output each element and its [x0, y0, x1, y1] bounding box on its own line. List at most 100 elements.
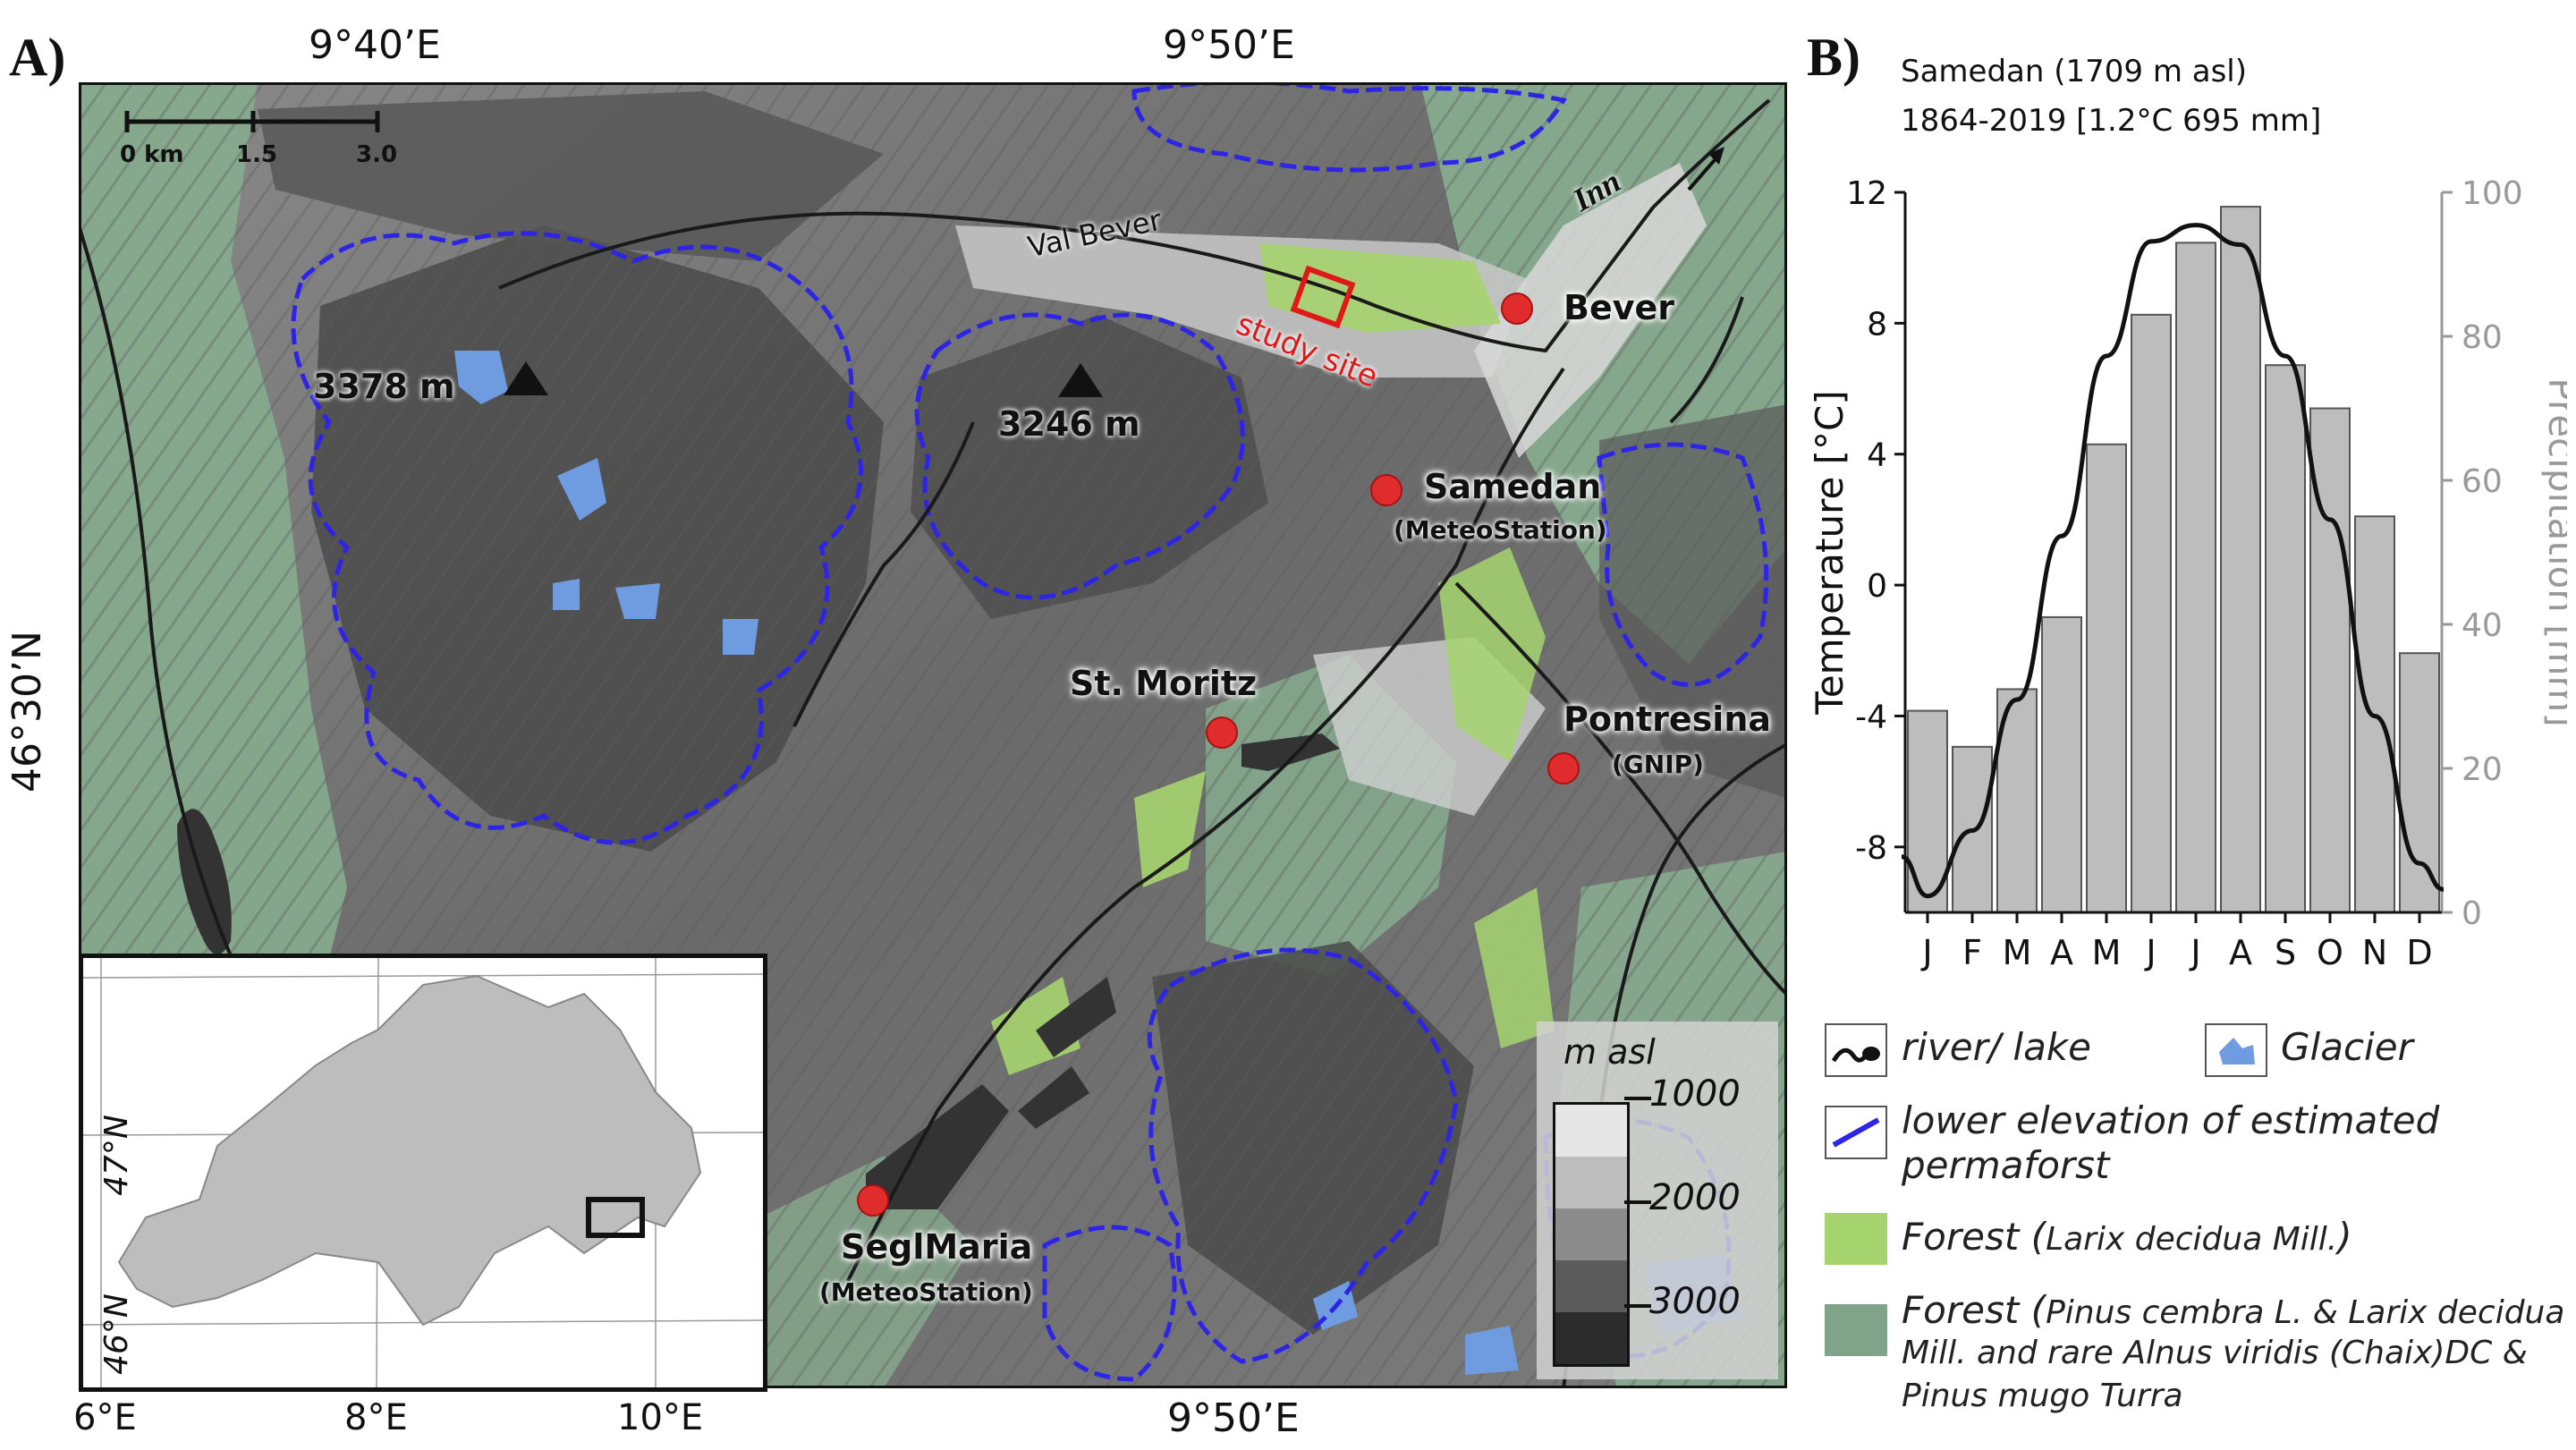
precip-bar [2086, 443, 2127, 913]
place-pontresina-sub: (GNIP) [1612, 750, 1704, 779]
precip-bar [2175, 242, 2216, 914]
elevation-tick-2000: 2000 [1649, 1177, 1741, 1218]
place-pontresina: Pontresina [1563, 700, 1772, 739]
month-label: J [2144, 933, 2156, 972]
inset-lon-6: 6°E [73, 1397, 137, 1438]
elevation-ramp [1553, 1102, 1630, 1367]
left-tick-label: -4 [1855, 699, 1887, 735]
place-st-moritz: St. Moritz [1070, 664, 1258, 703]
chart-title-line-2: 1864-2019 [1.2°C 695 mm] [1901, 103, 2322, 139]
inset-lat-46: 46°N [97, 1293, 135, 1375]
precip-bar [2265, 364, 2306, 913]
right-tick-label: 0 [2462, 895, 2482, 932]
elevation-tick-1000: 1000 [1649, 1073, 1741, 1115]
inset-locator-box [586, 1197, 645, 1238]
legend-forest-larix: Forest (Larix decidua Mill.) [1902, 1215, 2352, 1259]
legend-forest-mixed-line-1: Forest (Pinus cembra L. & Larix decidua [1902, 1288, 2564, 1332]
legend-forest-larix-c: ) [2337, 1215, 2352, 1259]
left-tick-label: 8 [1867, 306, 1887, 343]
pontresina-marker [1547, 752, 1580, 784]
climate-chart: 12 8 4 0 -4 -8 100 80 60 40 20 0 J F M A M J J A S O N D Tempera… [1798, 170, 2576, 1011]
month-label: O [2317, 933, 2343, 972]
inset-map: 47°N 46°N [79, 954, 767, 1392]
bever-marker [1501, 293, 1533, 325]
lon-label-top-2: 9°50’E [1163, 22, 1295, 68]
precip-bar [2220, 206, 2261, 914]
inset-lon-8: 8°E [344, 1397, 408, 1438]
month-label: M [2092, 933, 2122, 972]
right-tick-label: 80 [2462, 319, 2503, 356]
place-seglmaria: SeglMaria [841, 1227, 1033, 1267]
month-label: J [1920, 933, 1932, 972]
lon-label-top-1: 9°40’E [309, 22, 441, 68]
right-tick-label: 60 [2462, 463, 2503, 500]
legend-glacier: Glacier [2281, 1025, 2413, 1069]
map-frame: 0 km 1.5 3.0 Val Bever Inn study site 33… [77, 80, 1789, 1392]
place-seglmaria-sub: (MeteoStation) [819, 1277, 1033, 1307]
place-bever: Bever [1563, 288, 1675, 327]
month-label: M [2003, 933, 2032, 972]
switzerland-shape [117, 974, 702, 1327]
month-label: J [2189, 933, 2200, 972]
study-site-box [1290, 265, 1356, 329]
scale-label-1: 1.5 [236, 141, 278, 168]
right-tick-label: 20 [2462, 751, 2503, 788]
legend-forest-mixed-line-3: Pinus mugo Turra [1902, 1378, 2183, 1414]
precip-bar [2041, 615, 2082, 913]
map-canvas [77, 80, 1789, 1389]
legend-permafrost-line-1: lower elevation of estimated [1902, 1098, 2440, 1142]
left-tick-label: 0 [1867, 568, 1887, 605]
left-tick-label: -8 [1855, 830, 1887, 867]
legend-forest-mixed-1a: Forest ( [1902, 1288, 2046, 1332]
lat-label: 46°30’N [4, 631, 50, 793]
inset-lat-47: 47°N [97, 1115, 135, 1196]
month-label: D [2406, 933, 2432, 972]
panel-b-label: B) [1807, 28, 1860, 87]
lon-label-bottom: 9°50’E [1167, 1395, 1300, 1441]
panel-a-label: A) [9, 28, 66, 87]
forest-mixed-swatch [1825, 1304, 1887, 1356]
chart-title-line-1: Samedan (1709 m asl) [1901, 54, 2248, 89]
peak-label-1: 3378 m [313, 367, 455, 406]
place-samedan-sub: (MeteoStation) [1394, 515, 1607, 545]
temperature-line [1901, 223, 2445, 899]
inset-lon-10: 10°E [617, 1397, 704, 1438]
month-label: S [2275, 933, 2296, 972]
legend-permafrost-line-2: permaforst [1902, 1143, 2110, 1187]
left-tick-label: 4 [1867, 437, 1887, 474]
temperature-axis-title: Temperature [°C] [1808, 390, 1852, 716]
legend-forest-larix-a: Forest ( [1902, 1215, 2046, 1259]
legend-forest-mixed-1b: Pinus cembra L. & Larix decidua [2046, 1294, 2565, 1331]
map-border [79, 82, 1787, 1388]
river-lake-swatch [1825, 1023, 1887, 1077]
elevation-legend: m asl 1000 2000 3000 [1537, 1022, 1778, 1379]
month-label: F [1962, 933, 1982, 972]
legend-forest-mixed-line-2: Mill. and rare Alnus viridis (Chaix)DC & [1902, 1335, 2528, 1371]
right-tick-label: 100 [2462, 175, 2523, 212]
st-moritz-marker [1206, 717, 1238, 749]
right-tick-label: 40 [2462, 607, 2503, 644]
precip-bar [2399, 652, 2440, 913]
place-samedan: Samedan [1424, 467, 1602, 506]
legend-river-lake: river/ lake [1902, 1025, 2091, 1069]
permafrost-swatch [1825, 1106, 1887, 1159]
peak-triangle-2 [1058, 363, 1103, 397]
precip-bar [2131, 313, 2172, 914]
month-label: A [2229, 933, 2252, 972]
glacier-swatch [2205, 1023, 2267, 1077]
elevation-tick-3000: 3000 [1649, 1281, 1741, 1322]
month-label: N [2362, 933, 2387, 972]
precipitation-axis-title: Precipitation [mm] [2540, 377, 2567, 726]
map-legend: river/ lake Glacier lower elevation of e… [1825, 1020, 2567, 1440]
elevation-legend-title: m asl [1563, 1032, 1656, 1072]
scale-label-0: 0 km [120, 141, 184, 168]
forest-larix-swatch [1825, 1213, 1887, 1265]
peak-triangle-1 [504, 361, 548, 395]
samedan-marker [1370, 474, 1402, 506]
month-label: A [2050, 933, 2073, 972]
left-tick-label: 12 [1846, 175, 1887, 212]
seglmaria-marker [857, 1184, 889, 1217]
scale-label-2: 3.0 [356, 141, 398, 168]
peak-label-2: 3246 m [998, 404, 1140, 444]
